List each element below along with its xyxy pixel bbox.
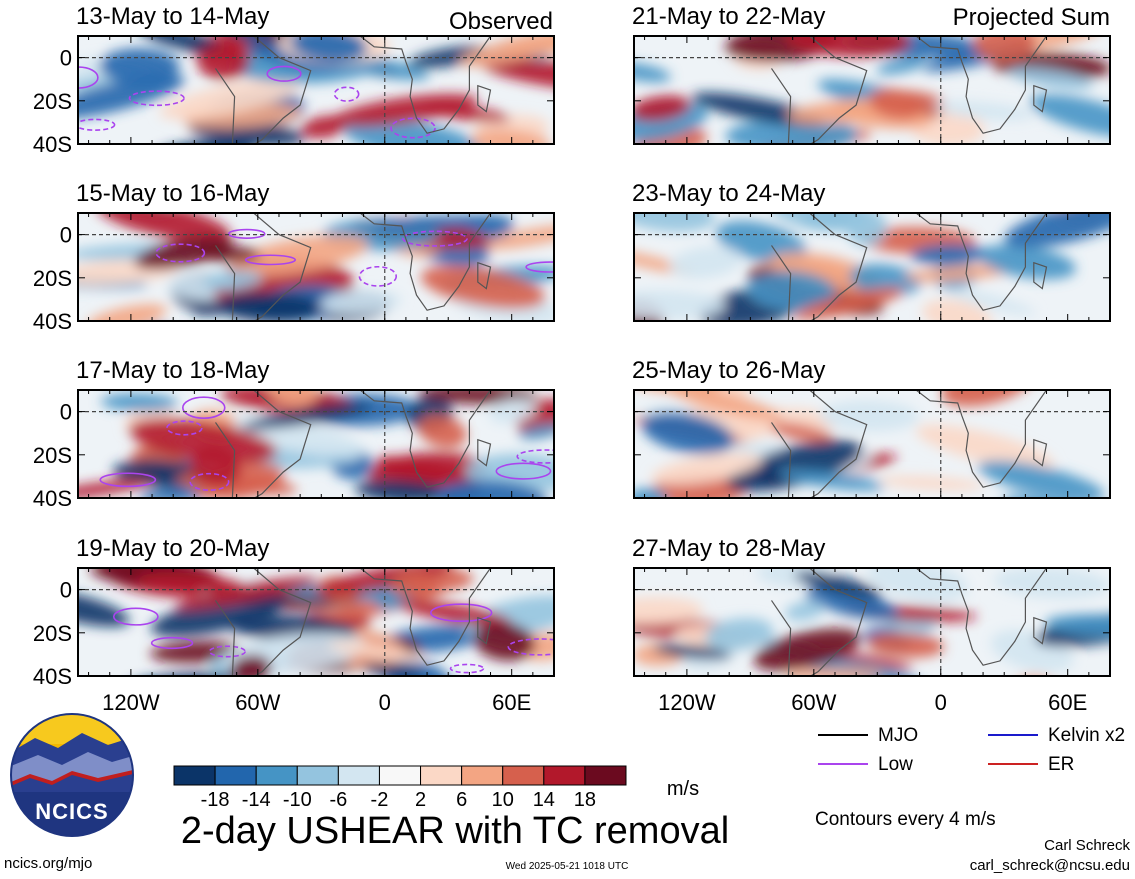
lat-tick-label: 0 xyxy=(60,578,72,603)
colorbar-tick-label: -18 xyxy=(201,789,230,811)
lon-tick-label: 0 xyxy=(935,690,947,715)
shear-field xyxy=(78,213,554,321)
lon-tick-label: 120W xyxy=(102,690,160,715)
legend-label: ER xyxy=(1048,754,1074,775)
lon-tick-label: 0 xyxy=(379,690,391,715)
colorbar-swatch xyxy=(502,765,545,786)
lat-tick-label: 20S xyxy=(33,443,72,468)
legend-label: MJO xyxy=(878,725,918,746)
lon-tick-label: 60W xyxy=(791,690,836,715)
lat-tick-label: 40S xyxy=(33,132,72,157)
colorbar-swatch xyxy=(584,765,627,786)
colorbar-tick-label: 6 xyxy=(456,789,467,811)
contour-legend: MJO Kelvin x2 Low ER xyxy=(818,725,1125,775)
footer-timestamp: Wed 2025-05-21 1018 UTC xyxy=(506,861,629,872)
map-panel: 23-May to 24-May xyxy=(632,180,1111,322)
panel-date-title: 13-May to 14-May xyxy=(76,3,269,30)
lat-tick-label: 0 xyxy=(60,223,72,248)
projected-label: Projected Sum xyxy=(953,4,1110,31)
shear-field xyxy=(78,568,554,676)
colorbar-swatch xyxy=(255,765,298,786)
panel-date-title: 21-May to 22-May xyxy=(632,3,825,30)
colorbar-tick-label: -2 xyxy=(371,789,389,811)
panel-frame xyxy=(633,212,1111,322)
footer-url: ncics.org/mjo xyxy=(4,855,92,872)
panel-frame xyxy=(77,35,555,145)
colorbar-swatch xyxy=(337,765,380,786)
ncics-logo: NCICS xyxy=(10,713,134,837)
colorbar-swatch xyxy=(173,765,216,786)
panel-date-title: 27-May to 28-May xyxy=(632,535,825,562)
lat-tick-label: 40S xyxy=(33,486,72,511)
footer-author: Carl Schreck xyxy=(1044,837,1130,854)
lat-tick-label: 20S xyxy=(33,621,72,646)
shear-field xyxy=(78,390,554,498)
map-panel: 27-May to 28-May 120W 60W 0 60E xyxy=(632,535,1111,715)
colorbar-swatch xyxy=(461,765,504,786)
map-panel: 21-May to 22-May xyxy=(632,3,1111,145)
lon-tick-label: 120W xyxy=(658,690,716,715)
shear-field xyxy=(78,36,554,144)
panel-date-title: 25-May to 26-May xyxy=(632,357,825,384)
map-panel: 25-May to 26-May xyxy=(632,357,1111,499)
panel-frame xyxy=(633,35,1111,145)
colorbar-tick-label: 14 xyxy=(533,789,555,811)
colorbar-swatch xyxy=(543,765,586,786)
legend-label: Kelvin x2 xyxy=(1048,725,1125,746)
colorbar-tick-label: 10 xyxy=(492,789,514,811)
colorbar-swatch xyxy=(378,765,422,786)
panel-date-title: 15-May to 16-May xyxy=(76,180,269,207)
colorbar-tick-label: -10 xyxy=(283,789,312,811)
lat-tick-label: 40S xyxy=(33,309,72,334)
colorbar-tick-label: -14 xyxy=(242,789,271,811)
legend-label: Low xyxy=(878,754,913,775)
colorbar-tick-label: 2 xyxy=(415,789,426,811)
shear-field xyxy=(634,36,1110,144)
shear-field xyxy=(634,390,1110,498)
shear-field xyxy=(634,213,1110,321)
colorbar-swatch xyxy=(296,765,339,786)
logo-text: NCICS xyxy=(35,799,108,824)
panel-frame xyxy=(77,567,555,677)
lat-tick-label: 20S xyxy=(33,266,72,291)
observed-label: Observed xyxy=(449,8,553,35)
lat-tick-label: 0 xyxy=(60,400,72,425)
lat-tick-label: 0 xyxy=(60,46,72,71)
lat-tick-label: 40S xyxy=(33,664,72,689)
lon-tick-label: 60W xyxy=(235,690,280,715)
lon-tick-label: 60E xyxy=(1048,690,1087,715)
panel-date-title: 23-May to 24-May xyxy=(632,180,825,207)
colorbar-swatch xyxy=(420,765,463,786)
colorbar-unit: m/s xyxy=(667,778,699,800)
colorbar: -18 -14 -10 -6 -2 2 6 10 14 18 xyxy=(173,765,627,811)
colorbar-tick-label: 18 xyxy=(574,789,596,811)
panel-frame xyxy=(77,212,555,322)
panel-date-title: 17-May to 18-May xyxy=(76,357,269,384)
chart-title: 2-day USHEAR with TC removal xyxy=(181,810,729,852)
shear-field xyxy=(634,568,1110,676)
panel-frame xyxy=(77,389,555,499)
colorbar-swatch xyxy=(214,765,257,786)
lon-tick-label: 60E xyxy=(492,690,531,715)
contour-interval-note: Contours every 4 m/s xyxy=(815,809,996,830)
panel-date-title: 19-May to 20-May xyxy=(76,535,269,562)
panel-frame xyxy=(633,567,1111,677)
footer-email: carl_schreck@ncsu.edu xyxy=(970,857,1130,874)
lat-tick-label: 20S xyxy=(33,89,72,114)
colorbar-tick-label: -6 xyxy=(329,789,347,811)
panel-frame xyxy=(633,389,1111,499)
